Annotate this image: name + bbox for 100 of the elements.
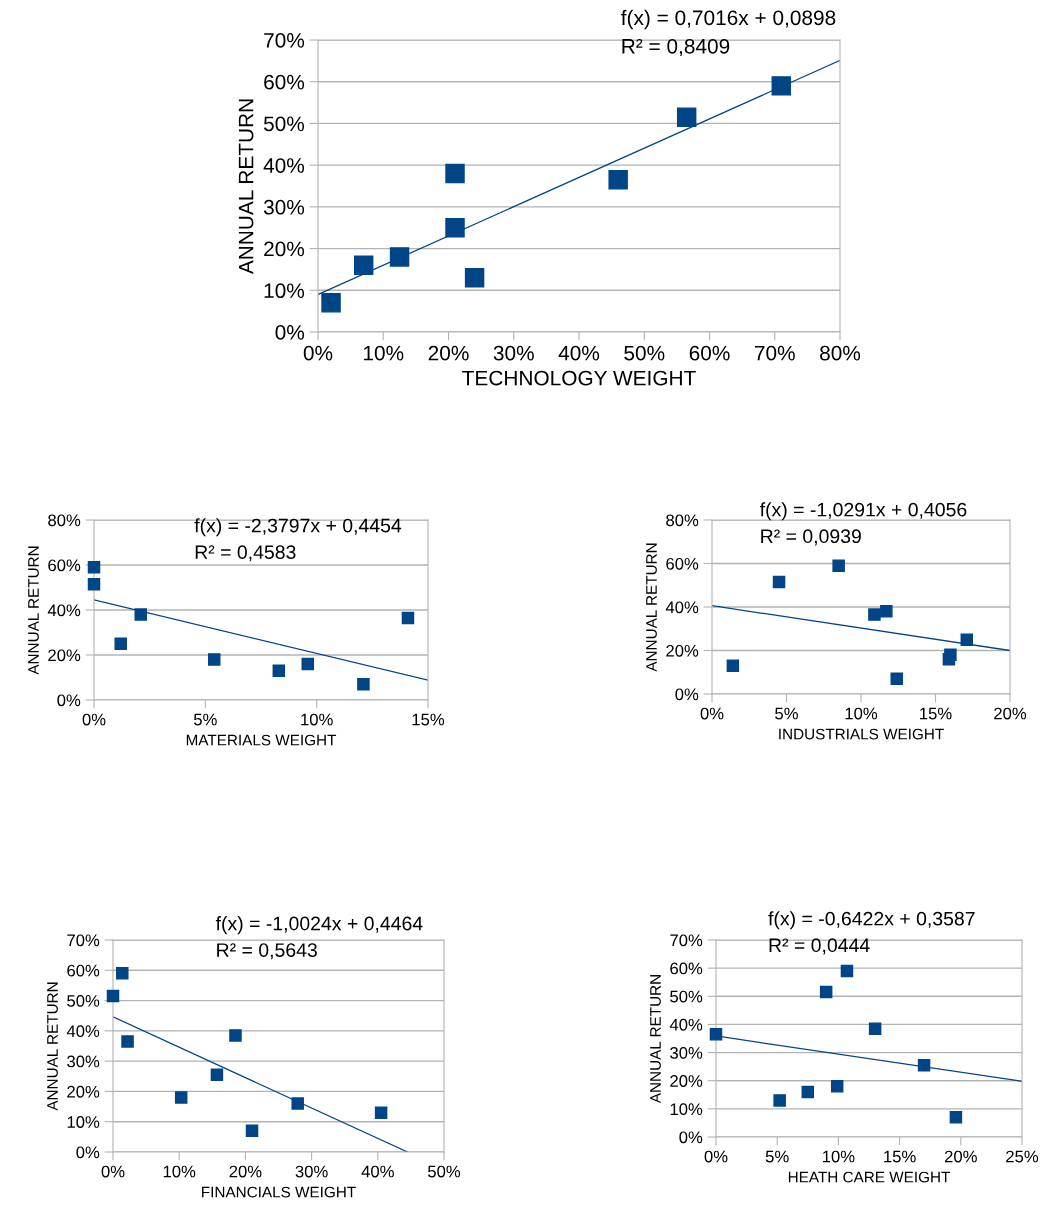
text: f(x) = -0,6422x + 0,3587 xyxy=(768,911,975,930)
y-tick-label: 10% xyxy=(670,1103,703,1116)
y-tick-label: 60% xyxy=(264,74,305,90)
point xyxy=(960,633,974,646)
point xyxy=(207,653,221,666)
annotation: f(x) = -2,3797x + 0,4454 xyxy=(194,518,402,537)
point xyxy=(772,575,786,589)
x-tick-label: 40% xyxy=(558,345,600,361)
x-tick-label: 20% xyxy=(229,1165,262,1178)
point xyxy=(464,268,485,288)
y-tick-label: 80% xyxy=(666,514,699,527)
y-tick-label: 80% xyxy=(48,514,81,527)
annotation: f(x) = -1,0291x + 0,4056 xyxy=(759,502,967,521)
y-tick-label: 50% xyxy=(67,994,100,1007)
y-axis-title: ANNUAL RETURN xyxy=(238,99,254,275)
point xyxy=(357,677,370,691)
point xyxy=(389,247,410,267)
x-tick-label: 0% xyxy=(101,1165,125,1178)
x-tick-label: 15% xyxy=(412,713,445,726)
point xyxy=(832,559,845,572)
point xyxy=(608,170,628,190)
x-tick-label: 50% xyxy=(427,1165,461,1178)
y-tick-label: 20% xyxy=(67,1085,100,1098)
x-axis-title: INDUSTRIALS WEIGHT xyxy=(779,728,944,740)
x-tick-label: 40% xyxy=(361,1165,394,1178)
y-tick-label: 10% xyxy=(264,283,305,299)
y-axis-title: ANNUAL RETURN xyxy=(28,546,39,675)
x-tick-label: 30% xyxy=(295,1165,328,1178)
point xyxy=(134,608,148,621)
x-tick-label: 20% xyxy=(944,1150,977,1163)
point xyxy=(401,611,415,625)
y-tick-label: 10% xyxy=(67,1116,100,1128)
point xyxy=(830,1080,844,1093)
y-tick-label: 40% xyxy=(669,1018,703,1031)
annotation: R² = 0,0444 xyxy=(769,938,870,955)
x-tick-label: 15% xyxy=(920,707,952,720)
point xyxy=(709,1028,723,1041)
x-tick-label: 30% xyxy=(493,345,534,361)
y-tick-label: 40% xyxy=(66,1025,100,1038)
y-tick-label: 70% xyxy=(670,934,703,947)
annotation: R² = 0,0939 xyxy=(761,529,861,546)
x-tick-label: 20% xyxy=(994,707,1027,720)
point xyxy=(819,985,833,999)
text: f(x) = -1,0024x + 0,4464 xyxy=(215,916,423,935)
y-tick-label: 60% xyxy=(67,964,100,977)
y-tick-label: 60% xyxy=(48,559,81,572)
x-axis-title: FINANCIALS WEIGHT xyxy=(202,1186,356,1198)
x-tick-label: 10% xyxy=(363,345,404,361)
x-tick-label: 10% xyxy=(301,713,333,726)
y-axis-title: ANNUAL RETURN xyxy=(650,975,661,1104)
point xyxy=(291,1097,304,1110)
y-tick-label: 20% xyxy=(264,241,305,257)
point xyxy=(726,659,740,672)
x-tick-label: 25% xyxy=(1006,1150,1039,1163)
annotation: R² = 0,5643 xyxy=(217,943,317,960)
x-tick-label: 0% xyxy=(303,345,333,361)
point xyxy=(917,1058,931,1072)
point xyxy=(868,608,881,621)
x-axis-title: TECHNOLOGY WEIGHT xyxy=(462,370,696,386)
y-tick-label: 40% xyxy=(665,601,699,614)
point xyxy=(374,1106,388,1119)
point xyxy=(890,672,904,686)
y-tick-label: 20% xyxy=(670,1075,703,1087)
y-tick-label: 0% xyxy=(57,694,81,707)
y-tick-label: 60% xyxy=(670,962,703,975)
point xyxy=(174,1091,188,1104)
annotation: R² = 0,4583 xyxy=(195,545,296,562)
text: f(x) = 0,7016x + 0,0898 xyxy=(621,9,836,30)
point xyxy=(87,577,101,591)
y-tick-label: 30% xyxy=(263,199,305,215)
y-tick-label: 50% xyxy=(670,990,703,1003)
point xyxy=(272,664,286,678)
point xyxy=(210,1068,224,1082)
y-tick-label: 60% xyxy=(666,557,699,570)
y-tick-label: 20% xyxy=(666,644,699,657)
x-tick-label: 50% xyxy=(624,345,665,361)
x-tick-label: 5% xyxy=(765,1150,789,1163)
point xyxy=(771,76,791,96)
x-tick-label: 5% xyxy=(193,713,217,726)
x-tick-label: 10% xyxy=(845,707,878,720)
point xyxy=(676,107,697,127)
point xyxy=(245,1124,259,1138)
point xyxy=(301,657,315,671)
y-tick-label: 0% xyxy=(275,325,305,340)
point xyxy=(868,1022,882,1035)
x-tick-label: 10% xyxy=(822,1150,855,1163)
point xyxy=(773,1094,786,1107)
point xyxy=(116,967,129,980)
point xyxy=(445,217,465,238)
y-tick-label: 30% xyxy=(670,1046,703,1059)
point xyxy=(321,293,341,313)
y-tick-label: 30% xyxy=(67,1055,100,1068)
point xyxy=(801,1085,815,1099)
x-tick-label: 5% xyxy=(775,707,798,720)
x-tick-label: 10% xyxy=(163,1165,196,1178)
y-axis-title: ANNUAL RETURN xyxy=(646,543,657,672)
x-tick-label: 20% xyxy=(428,345,469,361)
point xyxy=(353,255,374,275)
x-axis-title: MATERIALS WEIGHT xyxy=(186,734,337,746)
point xyxy=(840,964,854,978)
